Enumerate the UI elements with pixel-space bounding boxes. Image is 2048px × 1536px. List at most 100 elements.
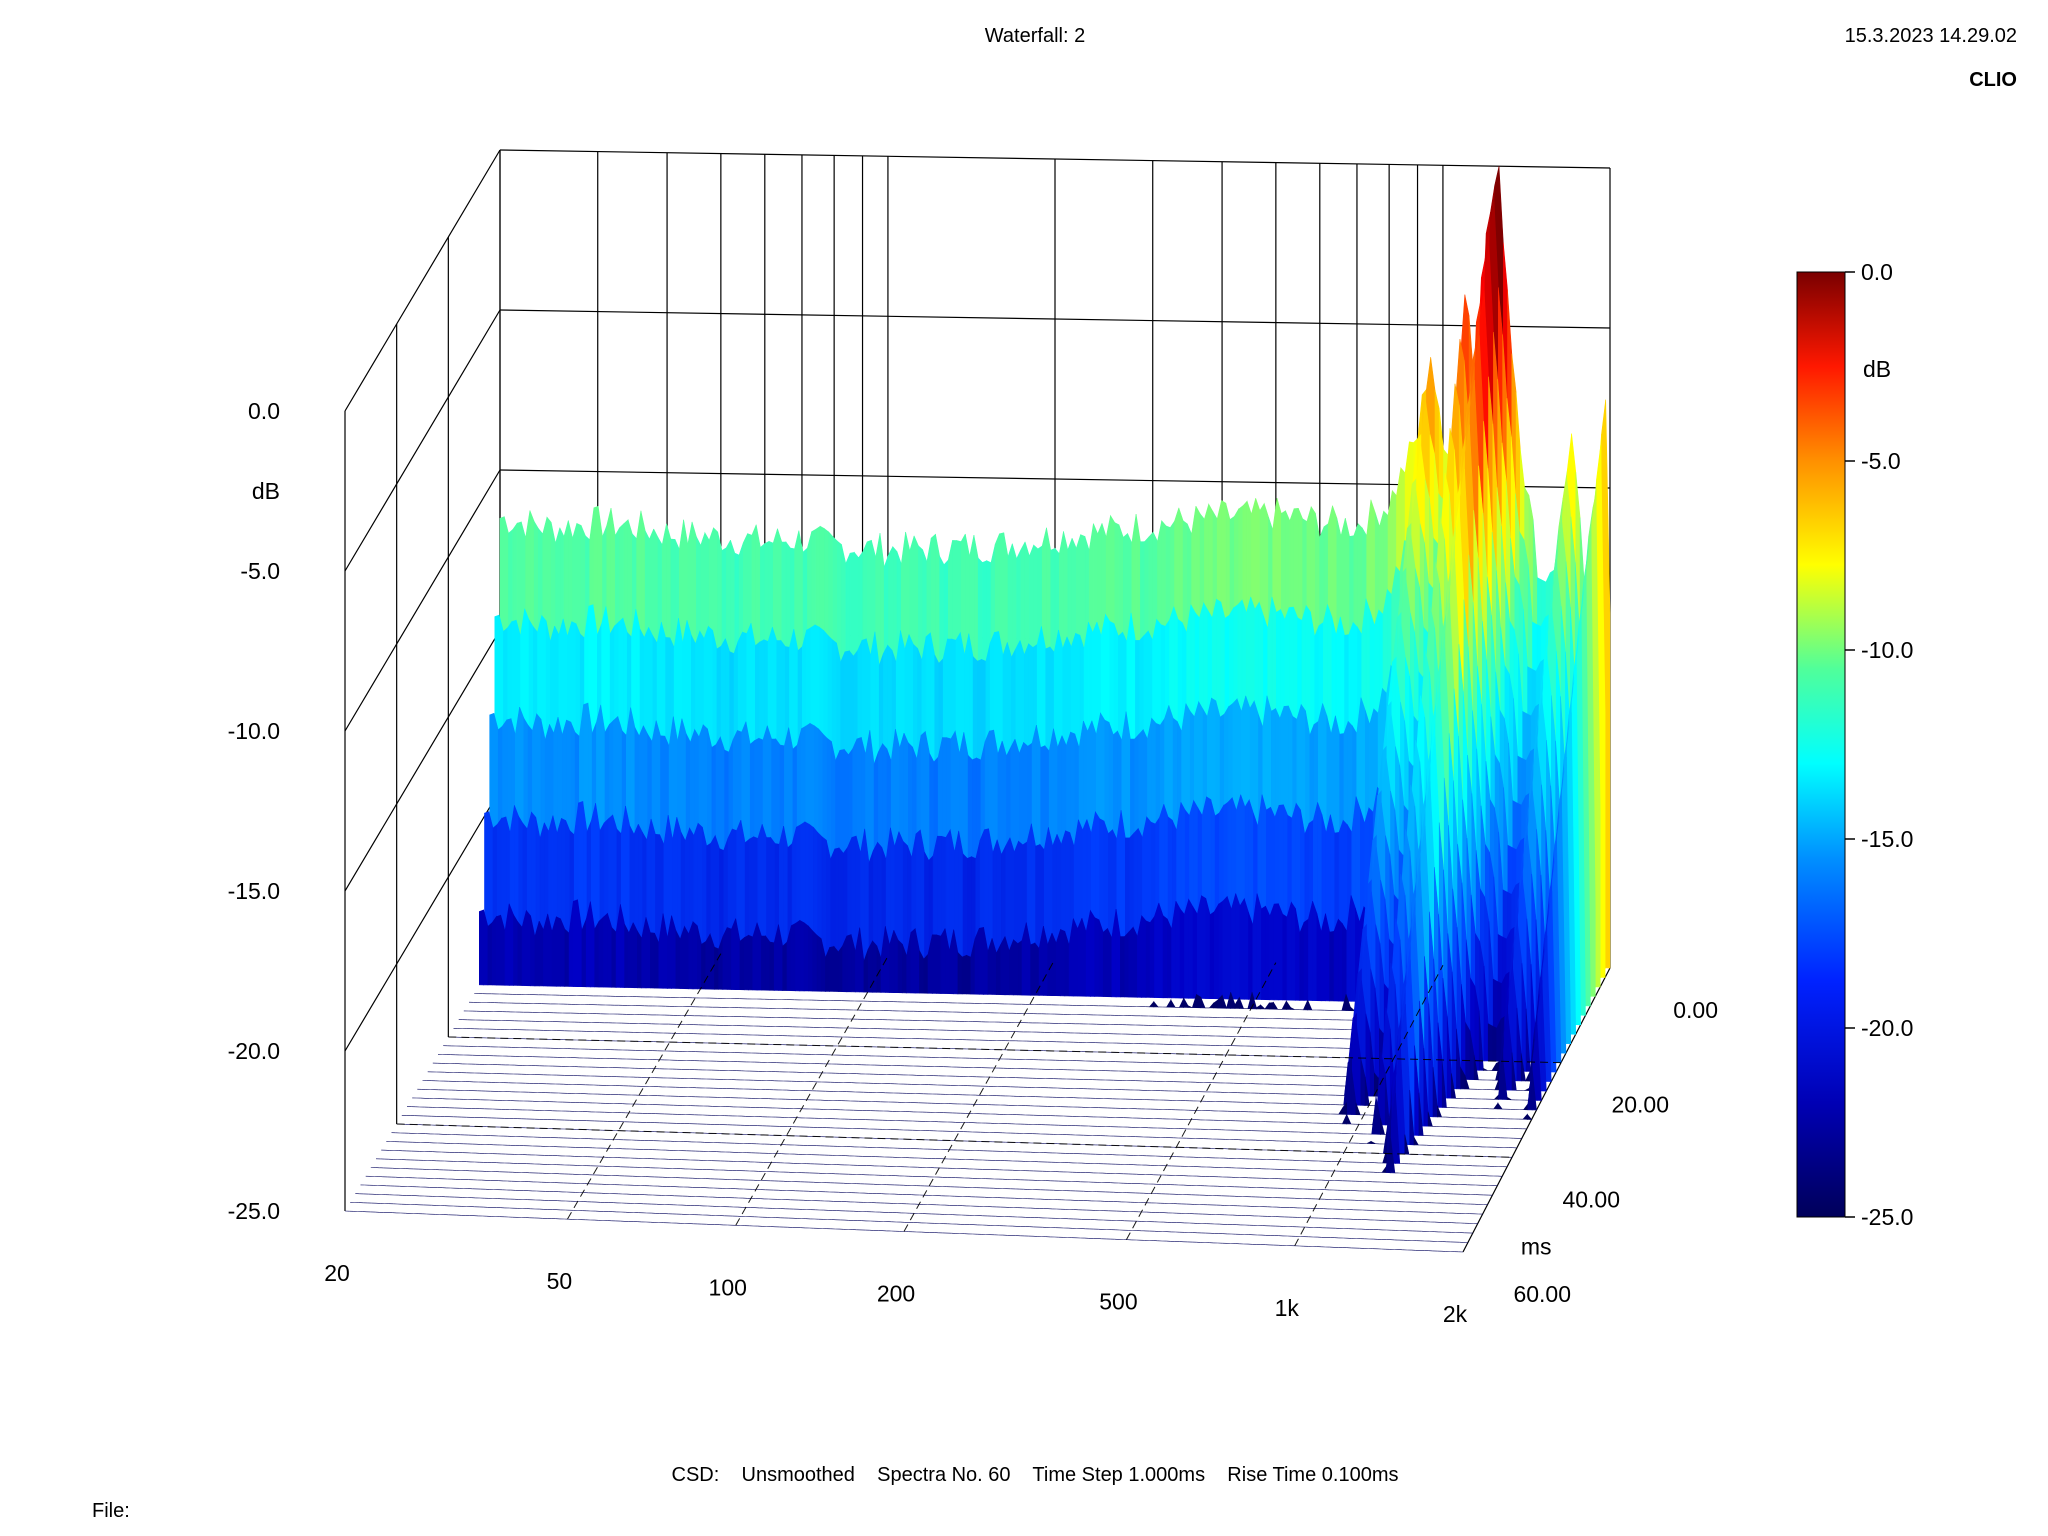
surface-segment	[1492, 1025, 1498, 1062]
surface-segment	[1208, 1002, 1214, 1009]
surface-segment	[761, 935, 766, 991]
surface-segment	[1166, 998, 1172, 1008]
surface-segment	[1000, 936, 1006, 996]
surface-segment	[1286, 902, 1292, 1001]
surface-segment	[1184, 899, 1189, 999]
surface-segment	[893, 930, 899, 994]
waterfall-surface	[344, 166, 1611, 1253]
surface-segment	[837, 944, 843, 993]
surface-segment	[1017, 940, 1023, 996]
surface-segment	[1269, 903, 1275, 1001]
surface-segment	[1605, 399, 1611, 969]
surface-segment	[1197, 895, 1202, 999]
surface-segment	[1346, 1114, 1352, 1125]
surface-segment	[1183, 997, 1189, 1008]
surface-segment	[1192, 905, 1198, 999]
surface-segment	[1268, 1002, 1274, 1010]
surface-segment	[1235, 893, 1241, 1000]
surface-segment	[726, 927, 732, 990]
surface-segment	[572, 899, 578, 988]
surface-segment	[1256, 893, 1262, 1000]
surface-segment	[714, 946, 719, 990]
surface-segment	[1081, 918, 1087, 997]
surface-segment	[722, 927, 728, 990]
surface-segment	[1493, 1102, 1499, 1110]
surface-segment	[743, 934, 749, 991]
surface-segment	[1175, 901, 1181, 999]
surface-segment	[748, 934, 754, 991]
surface-segment	[1239, 897, 1245, 1000]
surface-segment	[1491, 1062, 1497, 1072]
surface-segment	[654, 932, 660, 989]
surface-segment	[1595, 488, 1601, 988]
surface-segment	[1158, 902, 1164, 999]
surface-segment	[1282, 913, 1288, 1001]
surface-segment	[957, 951, 963, 995]
surface-segment	[1525, 1071, 1531, 1082]
surface-segment	[1307, 999, 1313, 1011]
surface-segment	[1308, 901, 1313, 1001]
surface-segment	[1281, 1000, 1287, 1010]
surface-segment	[513, 913, 519, 986]
surface-segment	[1487, 1023, 1493, 1062]
surface-segment	[1034, 942, 1040, 996]
surface-segment	[1162, 915, 1168, 999]
surface-segment	[1102, 927, 1108, 998]
surface-segment	[812, 930, 818, 992]
surface-segment	[790, 922, 796, 992]
surface-segment	[564, 928, 570, 987]
surface-segment	[1264, 1002, 1270, 1010]
surface-segment	[478, 909, 484, 986]
surface-segment	[1278, 903, 1283, 1001]
surface-segment	[1060, 929, 1066, 997]
surface-segment	[1231, 893, 1236, 1000]
surface-segment	[1497, 1102, 1503, 1110]
surface-segment	[1343, 1062, 1349, 1106]
surface-segment	[1205, 898, 1211, 1000]
surface-segment	[795, 919, 801, 992]
surface-segment	[1214, 903, 1219, 1000]
surface-segment	[688, 921, 694, 990]
chart-title: Waterfall: 2	[985, 25, 1085, 47]
surface-segment	[1465, 1021, 1471, 1080]
surface-segment	[1148, 1000, 1155, 1008]
surface-segment	[974, 928, 980, 995]
surface-segment	[1120, 936, 1125, 998]
surface-segment	[936, 934, 942, 994]
surface-segment	[1600, 444, 1606, 978]
surface-segment	[637, 930, 643, 989]
surface-segment	[1090, 909, 1095, 997]
surface-segment	[1178, 998, 1184, 1008]
surface-segment	[1312, 901, 1318, 1002]
surface-segment	[560, 918, 566, 987]
surface-segment	[1291, 901, 1296, 1001]
surface-segment	[602, 912, 608, 988]
surface-segment	[1153, 1000, 1159, 1008]
surface-segment	[692, 920, 698, 990]
surface-segment	[961, 954, 967, 995]
surface-segment	[1167, 918, 1172, 999]
surface-segment	[1094, 917, 1100, 997]
surface-segment	[842, 935, 848, 993]
surface-segment	[739, 936, 745, 991]
surface-segment	[1013, 939, 1019, 996]
surface-segment	[1299, 922, 1305, 1001]
surface-segment	[1290, 1007, 1295, 1010]
surface-segment	[632, 922, 638, 989]
surface-segment	[1187, 1005, 1193, 1008]
surface-segment	[1124, 931, 1130, 998]
surface-segment	[769, 941, 775, 991]
surface-segment	[611, 926, 617, 988]
surface-segment	[803, 922, 809, 992]
surface-segment	[1273, 1001, 1279, 1010]
surface-segment	[1371, 1096, 1377, 1135]
surface-segment	[684, 925, 690, 990]
surface-segment	[782, 941, 788, 991]
brand-logo: CLIO	[1969, 69, 2017, 91]
surface-segment	[1302, 999, 1308, 1011]
surface-segment	[1493, 1094, 1499, 1100]
surface-segment	[910, 928, 916, 994]
surface-segment	[1030, 942, 1036, 996]
surface-segment	[508, 903, 514, 986]
surface-segment	[1107, 928, 1113, 998]
